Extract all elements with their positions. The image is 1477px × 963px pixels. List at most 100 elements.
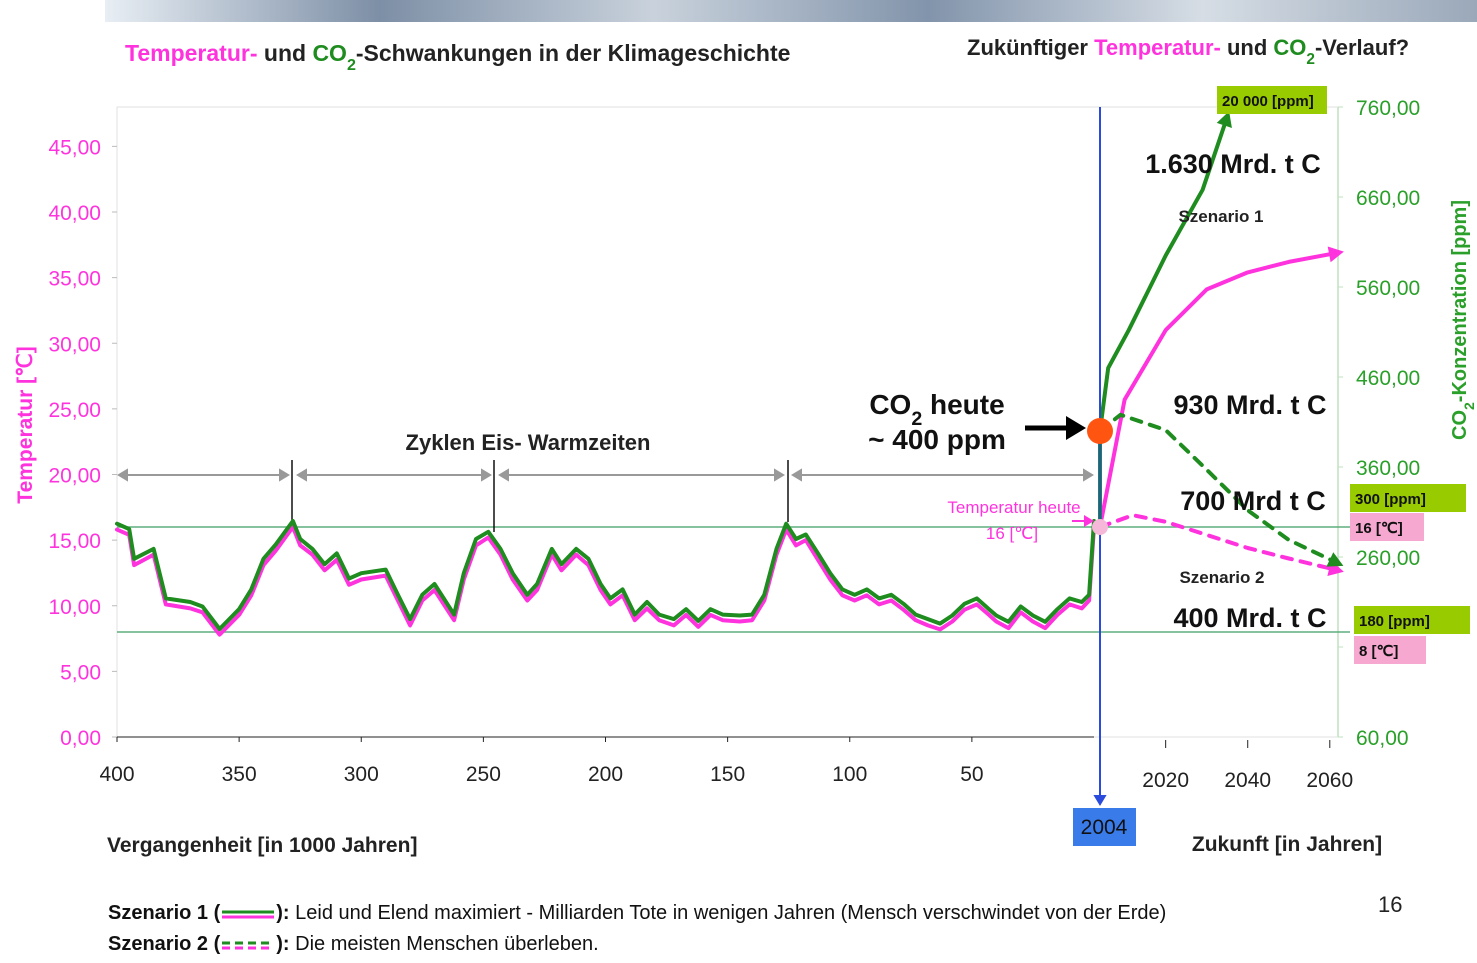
text-part: 2 xyxy=(1306,51,1315,68)
co2-reference-label: 300 [ppm] xyxy=(1355,491,1426,508)
arrow-head xyxy=(296,468,307,482)
legend-close: ): xyxy=(276,933,290,955)
scenario-line xyxy=(1098,513,1340,573)
y-tick-label: 30,00 xyxy=(48,333,101,356)
y2-axis-label: CO2-Konzentration [ppm] xyxy=(1449,200,1477,440)
now-label: 2004 xyxy=(1081,816,1128,839)
future-x-tick-label: 2040 xyxy=(1224,769,1271,792)
arrow-head xyxy=(117,468,128,482)
cycles-label: Zyklen Eis- Warmzeiten xyxy=(406,430,651,455)
co2-today-dot xyxy=(1087,418,1113,444)
page-number: 16 xyxy=(1378,892,1403,917)
x-tick-label: 50 xyxy=(960,763,983,786)
legend-text: Leid und Elend maximiert - Milliarden To… xyxy=(289,902,1167,924)
legend-2: Szenario 2 (): Die meisten Menschen über… xyxy=(108,933,599,956)
y2-tick-label: 260,00 xyxy=(1356,547,1420,570)
arrow-head xyxy=(1093,795,1107,806)
text-part: Temperatur- xyxy=(1094,35,1221,60)
banner xyxy=(105,0,1477,22)
y-tick-label: 0,00 xyxy=(60,727,101,750)
text-part: CO xyxy=(869,389,911,420)
co2-today-label: CO2 heute xyxy=(869,389,1004,430)
arrow-head xyxy=(1216,111,1232,128)
arrow-head xyxy=(498,468,509,482)
text-part: Temperatur- xyxy=(125,40,258,66)
legend-icon xyxy=(222,941,275,950)
text-part: CO xyxy=(1449,410,1471,440)
text-part: -Schwankungen in der Klimageschichte xyxy=(356,40,791,66)
chart-title: Temperatur- und CO2-Schwankungen in der … xyxy=(125,40,790,74)
x-tick-label: 150 xyxy=(710,763,745,786)
text-part: CO xyxy=(1273,35,1306,60)
co2-reference-label: 180 [ppm] xyxy=(1359,613,1430,630)
temp-today-value: 16 [℃] xyxy=(986,524,1038,543)
arrow-head xyxy=(1066,416,1086,440)
y2-tick-label: 460,00 xyxy=(1356,367,1420,390)
arrow-head xyxy=(1084,515,1094,527)
legend-label: Szenario 1 ( xyxy=(108,902,221,924)
co2-today-value: ~ 400 ppm xyxy=(868,424,1006,455)
co2-reference-label-box xyxy=(1354,606,1470,634)
arrow-head xyxy=(774,468,785,482)
y2-tick-label: 60,00 xyxy=(1356,727,1409,750)
arrow-head xyxy=(1327,246,1344,263)
legend-icon xyxy=(222,910,275,919)
co2-cap-label: 20 000 [ppm] xyxy=(1222,93,1314,110)
y-tick-label: 10,00 xyxy=(48,596,101,619)
y2-tick-label: 760,00 xyxy=(1356,97,1420,120)
scenario-line xyxy=(1098,412,1340,566)
reference-label-box xyxy=(1354,636,1426,664)
text-part: -Konzentration [ppm] xyxy=(1449,200,1471,402)
text-part: 2 xyxy=(347,56,356,74)
arrow-head xyxy=(1326,552,1344,567)
arrow-head xyxy=(1083,468,1094,482)
text-part: heute xyxy=(922,389,1004,420)
carbon-label: 400 Mrd. t C xyxy=(1173,603,1326,633)
y-tick-label: 20,00 xyxy=(48,465,101,488)
x-tick-label: 200 xyxy=(588,763,623,786)
text-part: CO xyxy=(312,40,347,66)
arrow-head xyxy=(481,468,492,482)
y2-tick-label: 360,00 xyxy=(1356,457,1420,480)
y-tick-label: 45,00 xyxy=(48,136,101,159)
reference-label-box xyxy=(1350,513,1424,541)
text-part: 2 xyxy=(911,408,922,430)
y-tick-label: 35,00 xyxy=(48,268,101,291)
future-x-tick-label: 2020 xyxy=(1142,769,1189,792)
text-part: -Verlauf? xyxy=(1315,35,1409,60)
x-tick-label: 250 xyxy=(466,763,501,786)
y-tick-label: 15,00 xyxy=(48,530,101,553)
carbon-label: 700 Mrd t C xyxy=(1180,486,1326,516)
future-title: Zukünftiger Temperatur- und CO2-Verlauf? xyxy=(967,35,1409,68)
text-part: und xyxy=(1221,35,1274,60)
temp-today-label: Temperatur heute xyxy=(947,498,1080,517)
scenario-label: Szenario 2 xyxy=(1179,568,1264,587)
chart: Temperatur- und CO2-Schwankungen in der … xyxy=(14,0,1477,857)
text-part: 2 xyxy=(1461,402,1477,410)
arrow-head xyxy=(791,468,802,482)
carbon-label: 1.630 Mrd. t C xyxy=(1145,149,1321,179)
reference-label: 8 [℃] xyxy=(1359,643,1398,660)
future-x-axis-label: Zukunft [in Jahren] xyxy=(1192,833,1382,856)
x-tick-label: 400 xyxy=(99,763,134,786)
legend-close: ): xyxy=(276,902,290,924)
arrow-head xyxy=(279,468,290,482)
y2-tick-label: 560,00 xyxy=(1356,277,1420,300)
legend-1: Szenario 1 (): Leid und Elend maximiert … xyxy=(108,902,1166,925)
y-tick-label: 25,00 xyxy=(48,399,101,422)
y2-tick-label: 660,00 xyxy=(1356,187,1420,210)
future-x-tick-label: 2060 xyxy=(1306,769,1353,792)
x-axis-label: Vergangenheit [in 1000 Jahren] xyxy=(107,834,417,857)
text-part: Zukünftiger xyxy=(967,35,1094,60)
now-box xyxy=(1073,808,1136,846)
co2-cap-label-box xyxy=(1217,86,1327,114)
y-axis-label: Temperatur [℃] xyxy=(14,346,37,503)
legend-label: Szenario 2 ( xyxy=(108,933,221,955)
y-tick-label: 5,00 xyxy=(60,661,101,684)
series-line xyxy=(115,525,1096,637)
temp-today-dot xyxy=(1092,519,1108,535)
x-tick-label: 100 xyxy=(832,763,867,786)
text-part: und xyxy=(258,40,313,66)
reference-label: 16 [℃] xyxy=(1355,520,1403,537)
